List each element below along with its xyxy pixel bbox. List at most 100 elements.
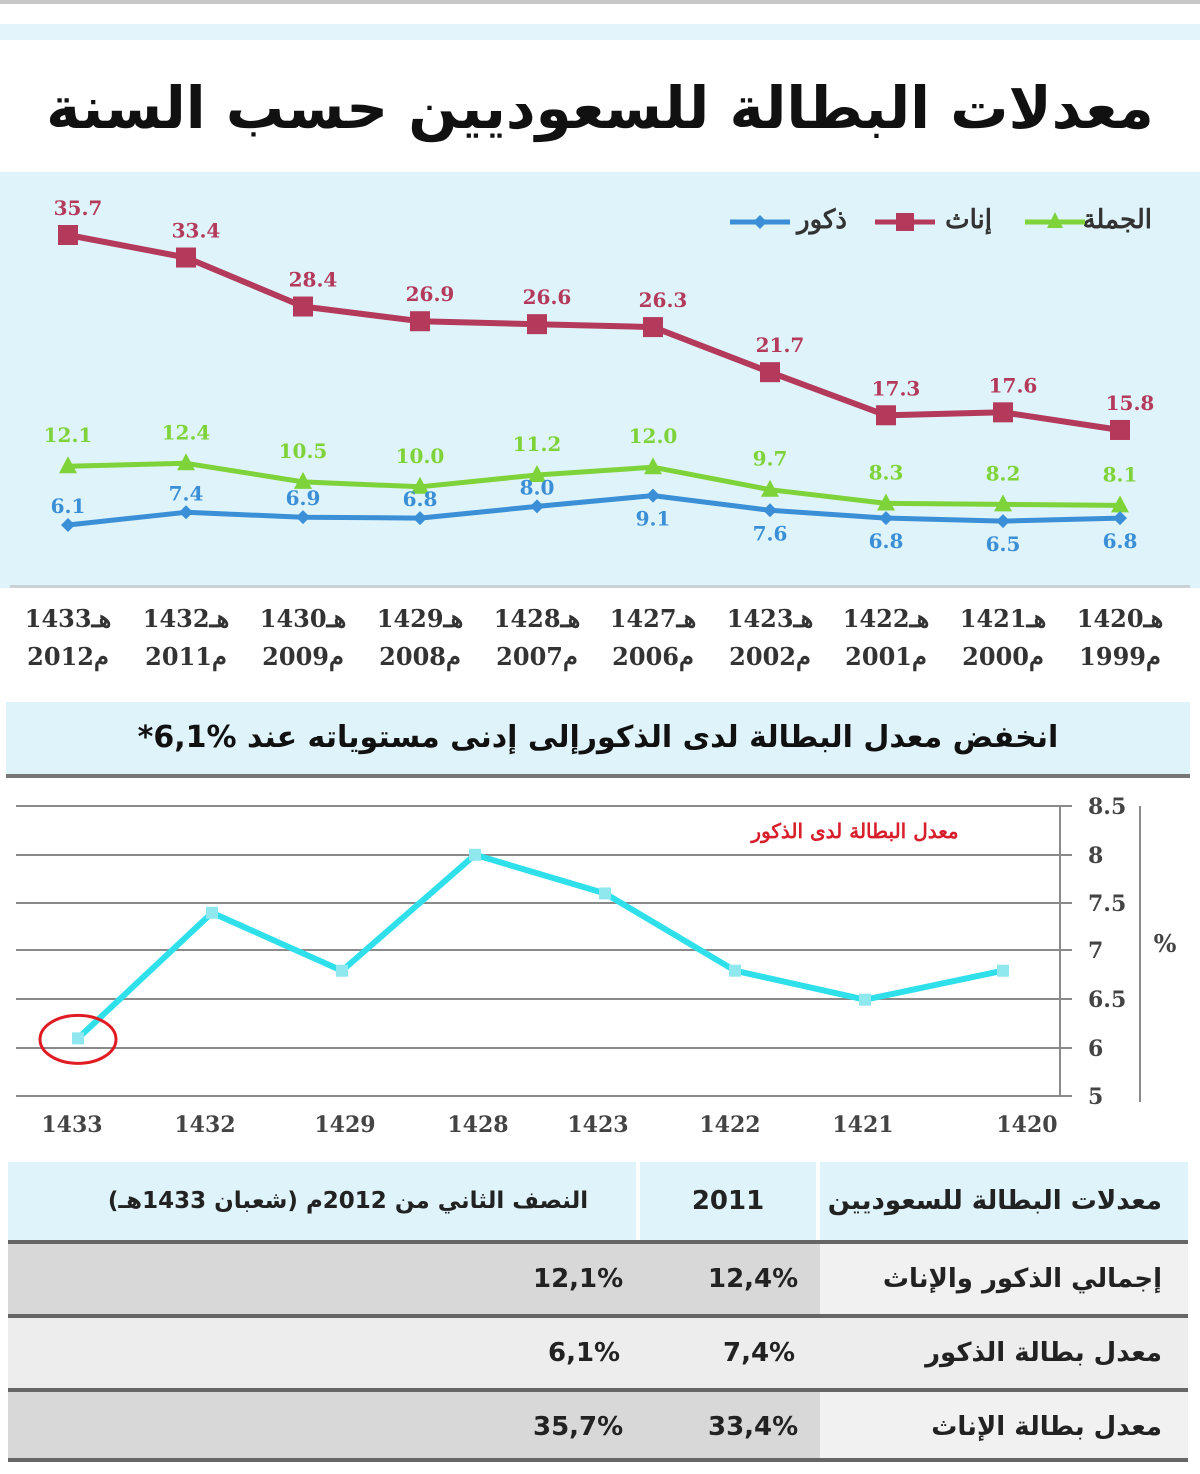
x-tick-gregorian: 2011م [145,642,227,671]
table-cell: 12,4% [708,1264,799,1294]
data-point [763,503,777,518]
table-cell: معدل بطالة الذكور [925,1338,1162,1368]
table-cell: 7,4% [723,1338,796,1368]
y-tick-label: 8.5 [1088,794,1126,820]
series-line [67,460,1121,508]
data-point [644,457,662,475]
x-tick-label: 1421 [832,1112,893,1138]
x-tick-label: 1432هـ 2011م [131,600,241,676]
x-tick-gregorian: 2012م [27,642,109,671]
data-point [761,479,779,497]
data-point [411,476,429,494]
data-point [528,465,546,483]
data-point [469,848,481,861]
x-tick-label: 1430هـ 2009م [248,600,358,676]
data-point [176,247,196,268]
data-label: 8.2 [986,461,1021,485]
data-point [1111,495,1129,513]
data-label: 6.8 [403,487,438,511]
chart1-baseline [10,585,1190,588]
page-title: معدلات البطالة للسعوديين حسب السنة والجن… [46,74,1154,262]
legend-label: ذكور [795,205,847,235]
table-cell: إجمالي الذكور والإناث [882,1264,1162,1294]
data-label: 7.6 [753,521,788,545]
data-point [876,405,896,426]
table-col-divider [816,1162,820,1240]
x-tick-label: 1432 [174,1112,235,1138]
x-tick-hijri: 1433هـ [24,604,112,633]
data-label: 21.7 [756,333,805,357]
y-tick-label: 6 [1088,1036,1103,1062]
x-tick-hijri: 1422هـ [842,604,930,633]
x-tick-label: 1427هـ 2006م [598,600,708,676]
data-label: 10.5 [279,439,328,463]
x-tick-label: 1428هـ 2007م [482,600,592,676]
x-tick-hijri: 1428هـ [493,604,581,633]
data-label: 7.4 [169,481,204,505]
data-label: 17.6 [989,373,1038,397]
x-tick-label: 1421هـ 2000م [948,600,1058,676]
y-tick-label: 7.5 [1088,891,1126,917]
data-point [61,518,75,532]
x-tick-hijri: 1420هـ [1076,604,1164,633]
x-tick-hijri: 1429هـ [376,604,464,633]
legend-label: الجملة [1082,205,1152,235]
data-label: 28.4 [289,268,338,292]
data-point [179,505,193,520]
x-tick-label: 1433 [41,1112,102,1138]
chart2: 5 6 6.5 7 7.5 8 8.5% معدل البطالة لدى الذكور 143… [16,794,1177,1138]
x-tick-hijri: 1423هـ [726,604,814,633]
table-cell-bg [820,1244,1188,1314]
top-border [0,0,1200,4]
data-label: 6.8 [869,529,904,553]
table-divider [8,1458,1188,1462]
series-label: معدل البطالة لدى الذكور [749,819,958,844]
x-tick-gregorian: 1999م [1079,642,1161,671]
x-tick-gregorian: 2001م [845,642,927,671]
table-header-row: معدلات البطالة للسعوديين 2011 النصف الثا… [8,1162,1188,1240]
x-tick-label: 1422 [699,1112,760,1138]
data-point [643,317,663,338]
x-tick-hijri: 1432هـ [142,604,230,633]
series-line [67,232,1121,433]
y-tick-label: 6.5 [1088,987,1126,1013]
x-tick-label: 1433هـ 2012م [13,600,123,676]
data-point [997,964,1009,977]
data-label: 6.1 [51,494,86,518]
series-line [67,493,1121,528]
data-label: 12.0 [629,424,678,448]
table-cell: 35,7% [533,1412,624,1442]
data-point [59,456,77,474]
data-label: 8.1 [1103,462,1138,486]
unemployment-table: معدلات البطالة للسعوديين 2011 النصف الثا… [8,1162,1188,1462]
top-band [0,24,1200,40]
data-label: 11.2 [513,432,562,456]
data-label: 26.6 [523,285,572,309]
data-point [413,511,427,526]
table-divider [8,1388,1188,1392]
table-cell-bg [820,1392,1188,1462]
data-point [527,314,547,335]
data-label: 9.7 [753,447,788,471]
data-point [1110,419,1130,440]
legend-marker [896,213,914,231]
highlight-circle [38,1013,118,1065]
data-point [879,511,893,526]
table-header-cell: معدلات البطالة للسعوديين [827,1186,1162,1216]
data-label: 8.0 [520,475,555,499]
subtitle-band: *انخفض معدل البطالة لدى الذكورإلى إدنى م… [6,702,1190,778]
data-point [72,1032,84,1045]
data-label: 17.3 [872,376,921,400]
data-label: 12.4 [162,420,211,444]
chart1: 35.7 33.4 28.4 26.9 26.6 26.3 21.7 17.3 17.6 15.8… [44,196,1155,556]
data-label: 9.1 [636,507,671,531]
data-label: 6.8 [1103,529,1138,553]
x-tick-label: 1420هـ 1999م [1065,600,1175,676]
data-point [294,471,312,489]
data-label: 10.0 [396,444,445,468]
x-tick-gregorian: 2007م [496,642,578,671]
data-point [994,494,1012,512]
x-tick-label: 1429هـ 2008م [365,600,475,676]
x-tick-label: 1422هـ 2001م [831,600,941,676]
data-point [296,510,310,525]
